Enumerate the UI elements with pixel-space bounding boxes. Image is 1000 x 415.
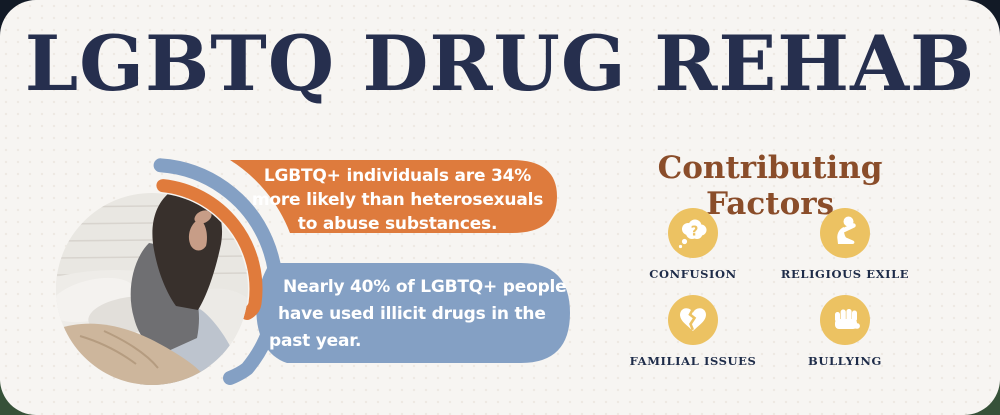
- wall-planks: [56, 204, 248, 276]
- orange-stat-text: LGBTQ+ individuals are 34% more likely t…: [235, 164, 560, 236]
- photo-woman-on-bed: [56, 193, 248, 385]
- stat-line: LGBTQ+ individuals are 34%: [263, 166, 532, 186]
- factor-label: CONFUSION: [649, 267, 737, 281]
- stat-line: Nearly 40% of LGBTQ+ people: [283, 277, 567, 297]
- praying-person-icon: [820, 208, 870, 258]
- mattress-edge: [140, 366, 248, 385]
- person-foot: [193, 373, 223, 385]
- person-face: [188, 221, 207, 251]
- bed-sheets: [56, 270, 248, 385]
- factor-label: RELIGIOUS EXILE: [780, 267, 910, 281]
- pillow: [56, 277, 135, 323]
- blanket: [56, 323, 212, 385]
- stat-line: past year.: [269, 331, 362, 351]
- person-sweater: [130, 243, 199, 352]
- svg-text:?: ?: [691, 225, 699, 240]
- person-arm: [159, 211, 212, 266]
- page-title: LGBTQ DRUG REHAB: [24, 19, 976, 108]
- factor-label: BULLYING: [808, 354, 882, 368]
- stat-line: more likely than heterosexuals: [251, 190, 544, 210]
- person-hair: [152, 193, 222, 310]
- blanket-folds: [79, 330, 159, 369]
- blue-stat-text: Nearly 40% of LGBTQ+ people have used il…: [269, 274, 569, 355]
- person-hand: [194, 210, 212, 224]
- pillow: [88, 296, 172, 334]
- thought-bubble-question-icon: ?: [668, 208, 718, 258]
- stat-line: have used illicit drugs in the: [278, 304, 546, 324]
- factor-religious-exile: RELIGIOUS EXILE: [765, 208, 925, 281]
- factor-bullying: BULLYING: [765, 295, 925, 368]
- factor-familial-issues: FAMILIAL ISSUES: [613, 295, 773, 368]
- pillow: [184, 288, 248, 342]
- contributing-factors-heading: Contributing Factors: [657, 150, 883, 222]
- stat-line: to abuse substances.: [297, 214, 498, 234]
- factor-confusion: ? CONFUSION: [613, 208, 773, 281]
- factor-label: FAMILIAL ISSUES: [629, 354, 757, 368]
- fist-icon: [820, 295, 870, 345]
- person-legs: [163, 305, 241, 385]
- broken-heart-icon: [668, 295, 718, 345]
